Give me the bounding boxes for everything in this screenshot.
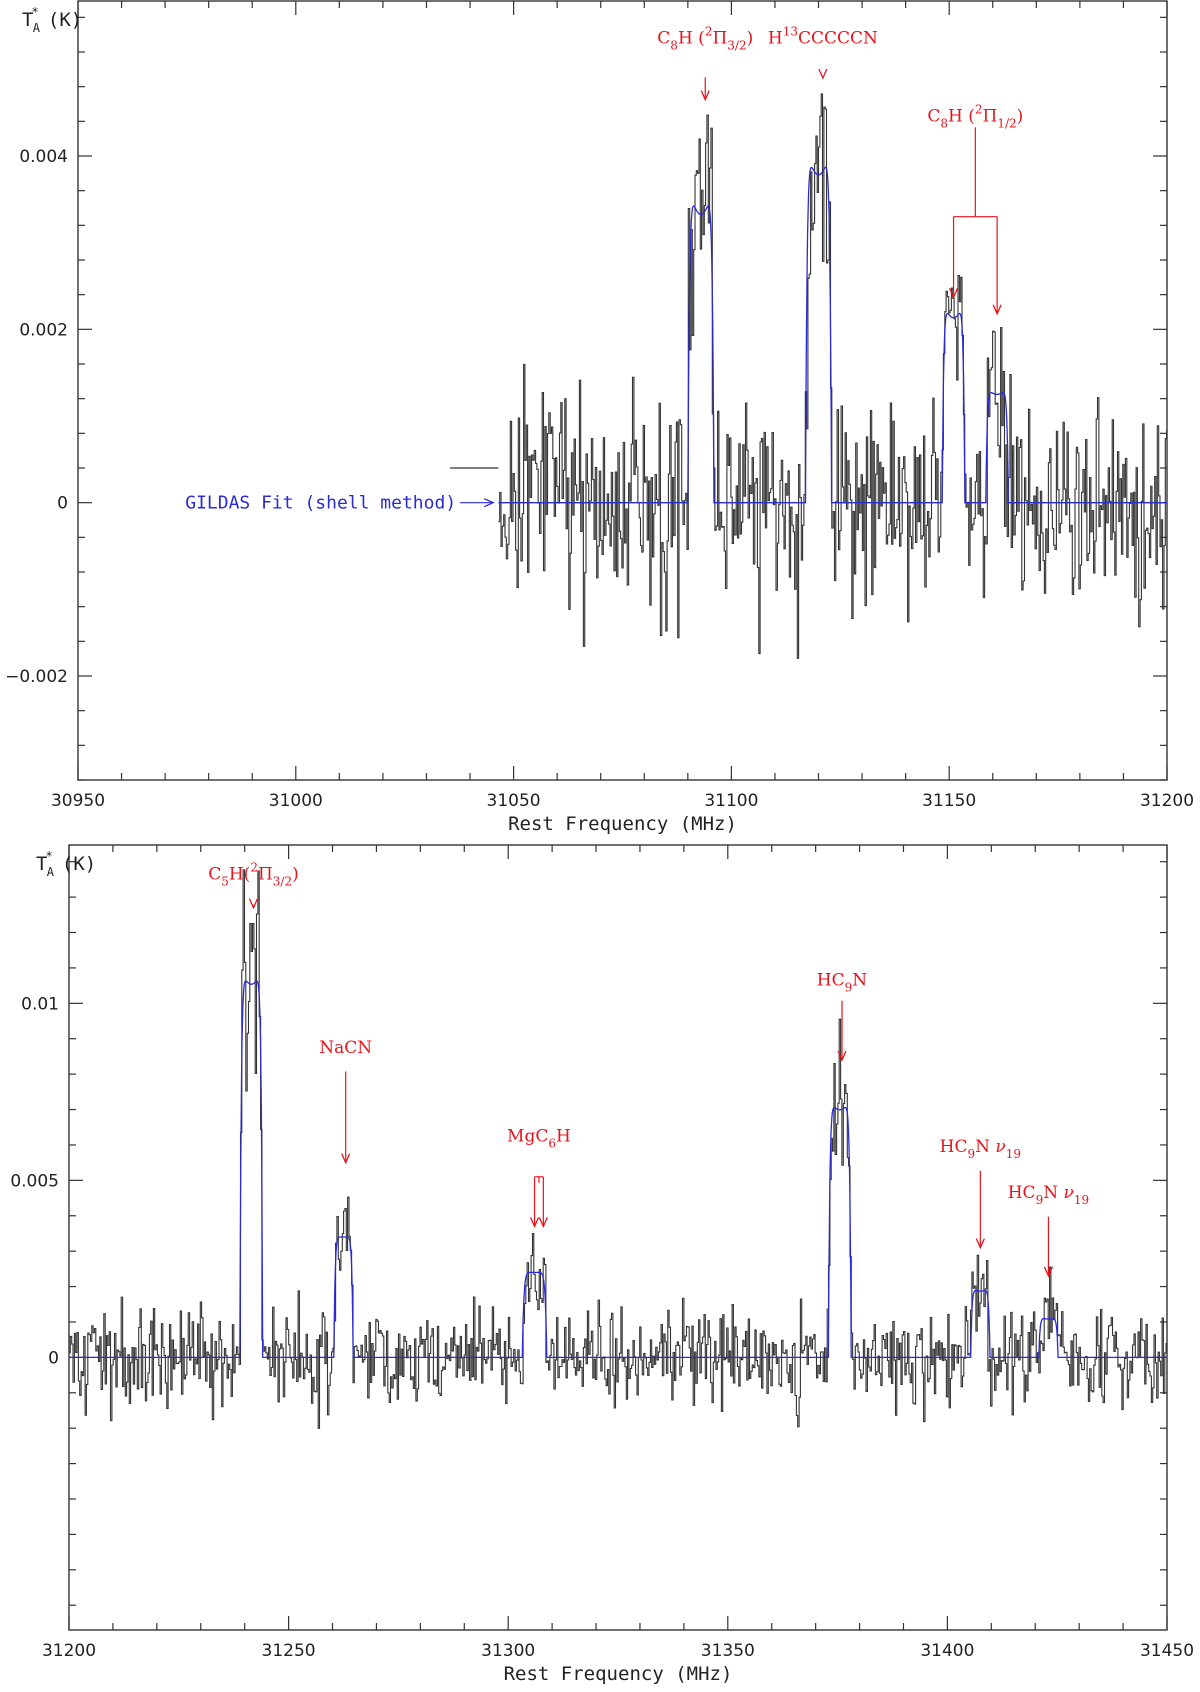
- line-label: C8H (2Π3/2): [657, 24, 753, 52]
- x-tick-label: 30950: [51, 791, 105, 811]
- fit-spectrum: [498, 166, 1167, 504]
- y-axis-sup: *: [45, 849, 52, 863]
- line-arrow-head: [248, 898, 259, 910]
- line-label: C8H (2Π1/2): [927, 102, 1023, 130]
- line-arrow-head: [975, 1238, 985, 1250]
- line-arrow-head: [992, 304, 1002, 316]
- lower-spectrum-panel: 31200 31250 31300 31350 31400 31450 0 0.005 0.01…: [10, 844, 1194, 1685]
- line-arrow-head: [341, 1153, 351, 1165]
- y-tick-label: −0.002: [5, 667, 68, 687]
- y-axis-sup: *: [31, 5, 38, 19]
- x-tick-label: 31400: [920, 1641, 974, 1661]
- y-tick-label: 0.01: [21, 994, 59, 1014]
- x-tick-label: 31150: [922, 791, 976, 811]
- y-axis-unit: (K): [48, 9, 82, 31]
- line-label: C5H(2Π3/2): [208, 860, 299, 888]
- x-axis-label: Rest Frequency (MHz): [504, 1663, 733, 1685]
- line-label: HC9N ν19: [1008, 1183, 1089, 1207]
- x-tick-label: 31100: [704, 791, 758, 811]
- x-tick-label: 31250: [262, 1641, 316, 1661]
- x-tick-label: 31350: [701, 1641, 755, 1661]
- plot-frame: [77, 0, 1168, 781]
- y-axis-sub: A: [47, 865, 55, 879]
- y-tick-label: 0.004: [19, 147, 68, 167]
- y-axis-sub: A: [33, 21, 41, 35]
- observed-spectrum: [498, 93, 1167, 659]
- y-tick-label: 0: [48, 1348, 59, 1368]
- observed-spectrum: [69, 869, 1167, 1429]
- line-arrow-head: [837, 1050, 847, 1062]
- x-tick-label: 31000: [269, 791, 323, 811]
- y-axis-symbol: T: [22, 9, 33, 31]
- line-arrow-head: [529, 1217, 540, 1228]
- x-axis-label: Rest Frequency (MHz): [508, 813, 737, 835]
- y-axis-label: T* A (K): [22, 5, 82, 35]
- line-arrow-head: [948, 288, 959, 299]
- y-axis-symbol: T: [36, 853, 47, 875]
- line-arrow-head: [700, 90, 710, 102]
- fit-label-arrowhead: [483, 498, 495, 508]
- x-tick-label: 31300: [481, 1641, 535, 1661]
- line-arrow-head: [1043, 1266, 1054, 1278]
- line-label: MgC6H: [507, 1126, 571, 1150]
- line-label: NaCN: [319, 1038, 372, 1058]
- line-arrow-head: [538, 1217, 548, 1228]
- x-tick-label: 31450: [1140, 1641, 1194, 1661]
- line-label: HC9N ν19: [940, 1137, 1021, 1161]
- x-tick-label: 31200: [42, 1641, 96, 1661]
- y-tick-label: 0.002: [19, 320, 68, 340]
- plot-frame: [68, 844, 1168, 1631]
- fit-spectrum: [69, 980, 1167, 1359]
- x-tick-label: 31200: [1140, 791, 1194, 811]
- fit-label: GILDAS Fit (shell method): [185, 493, 456, 514]
- line-label: H13CCCCCN: [768, 24, 878, 48]
- y-axis-unit: (K): [62, 853, 96, 875]
- y-tick-label: 0: [57, 494, 68, 514]
- line-label: HC9N: [817, 971, 867, 995]
- y-axis-label: T* A (K): [36, 849, 96, 879]
- x-tick-label: 31050: [487, 791, 541, 811]
- y-tick-label: 0.005: [10, 1171, 59, 1191]
- upper-spectrum-panel: 30950 31000 31050 31100 31150 31200 −0.002 0 0.0…: [5, 0, 1194, 835]
- line-arrow-head: [818, 68, 828, 80]
